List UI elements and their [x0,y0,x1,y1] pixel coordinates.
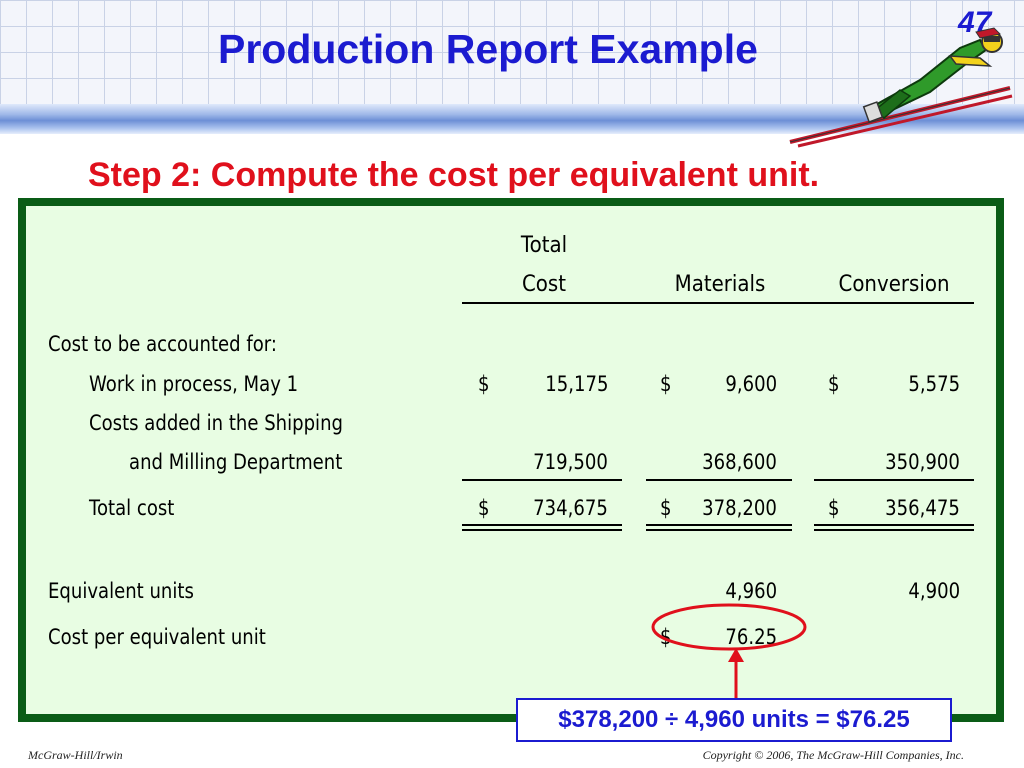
added-total-value: 719,500 [533,450,608,474]
header-total-line1: Total [520,233,568,258]
header-underline [462,302,974,304]
double-underline-total-col [462,524,622,531]
wip-total-value: 15,175 [544,372,608,396]
underline-total-col [462,479,622,481]
header-total-line2: Cost [521,272,567,297]
row-label-costs-added-line1: Costs added in the Shipping [89,411,343,435]
wip-conversion-value: 5,575 [908,372,960,396]
double-underline-materials-col [646,524,792,531]
footer-publisher: McGraw-Hill/Irwin [28,748,123,762]
header-blue-bar [0,104,1024,134]
formula-callout: $378,200 ÷ 4,960 units = $76.25 [516,698,952,742]
added-conversion-value: 350,900 [885,450,960,474]
ski-jumper-icon [789,27,1013,148]
total-total-dollar: $ [478,496,490,520]
added-materials-value: 368,600 [702,450,777,474]
slide-title: Production Report Example [218,26,758,72]
header-grid-background [0,0,1024,104]
row-label-cost-to-account: Cost to be accounted for: [48,332,277,356]
row-label-equivalent-units: Equivalent units [48,579,194,603]
double-underline-conversion-col [814,524,974,531]
total-total-value: 734,675 [533,496,608,520]
eq-units-materials-value: 4,960 [725,579,777,603]
eq-units-conversion-value: 4,900 [908,579,960,603]
slide-subtitle: Step 2: Compute the cost per equivalent … [88,156,820,194]
highlight-ellipse [651,603,807,651]
wip-conversion-dollar: $ [828,372,840,396]
row-label-cost-per-unit: Cost per equivalent unit [48,625,266,649]
underline-materials-col [646,479,792,481]
wip-materials-dollar: $ [660,372,672,396]
arrow-up-icon [728,648,744,702]
wip-total-dollar: $ [478,372,490,396]
total-materials-value: 378,200 [702,496,777,520]
header-conversion: Conversion [838,272,950,297]
underline-conversion-col [814,479,974,481]
total-conversion-value: 356,475 [885,496,960,520]
report-panel [18,198,1004,722]
row-label-wip: Work in process, May 1 [89,372,299,396]
row-label-total-cost: Total cost [89,496,175,520]
row-label-costs-added-line2: and Milling Department [129,450,343,474]
wip-materials-value: 9,600 [725,372,777,396]
total-conversion-dollar: $ [828,496,840,520]
header-materials: Materials [674,272,766,297]
total-materials-dollar: $ [660,496,672,520]
footer-copyright: Copyright © 2006, The McGraw-Hill Compan… [702,748,964,762]
cost-per-materials-dollar: $ [660,625,672,649]
